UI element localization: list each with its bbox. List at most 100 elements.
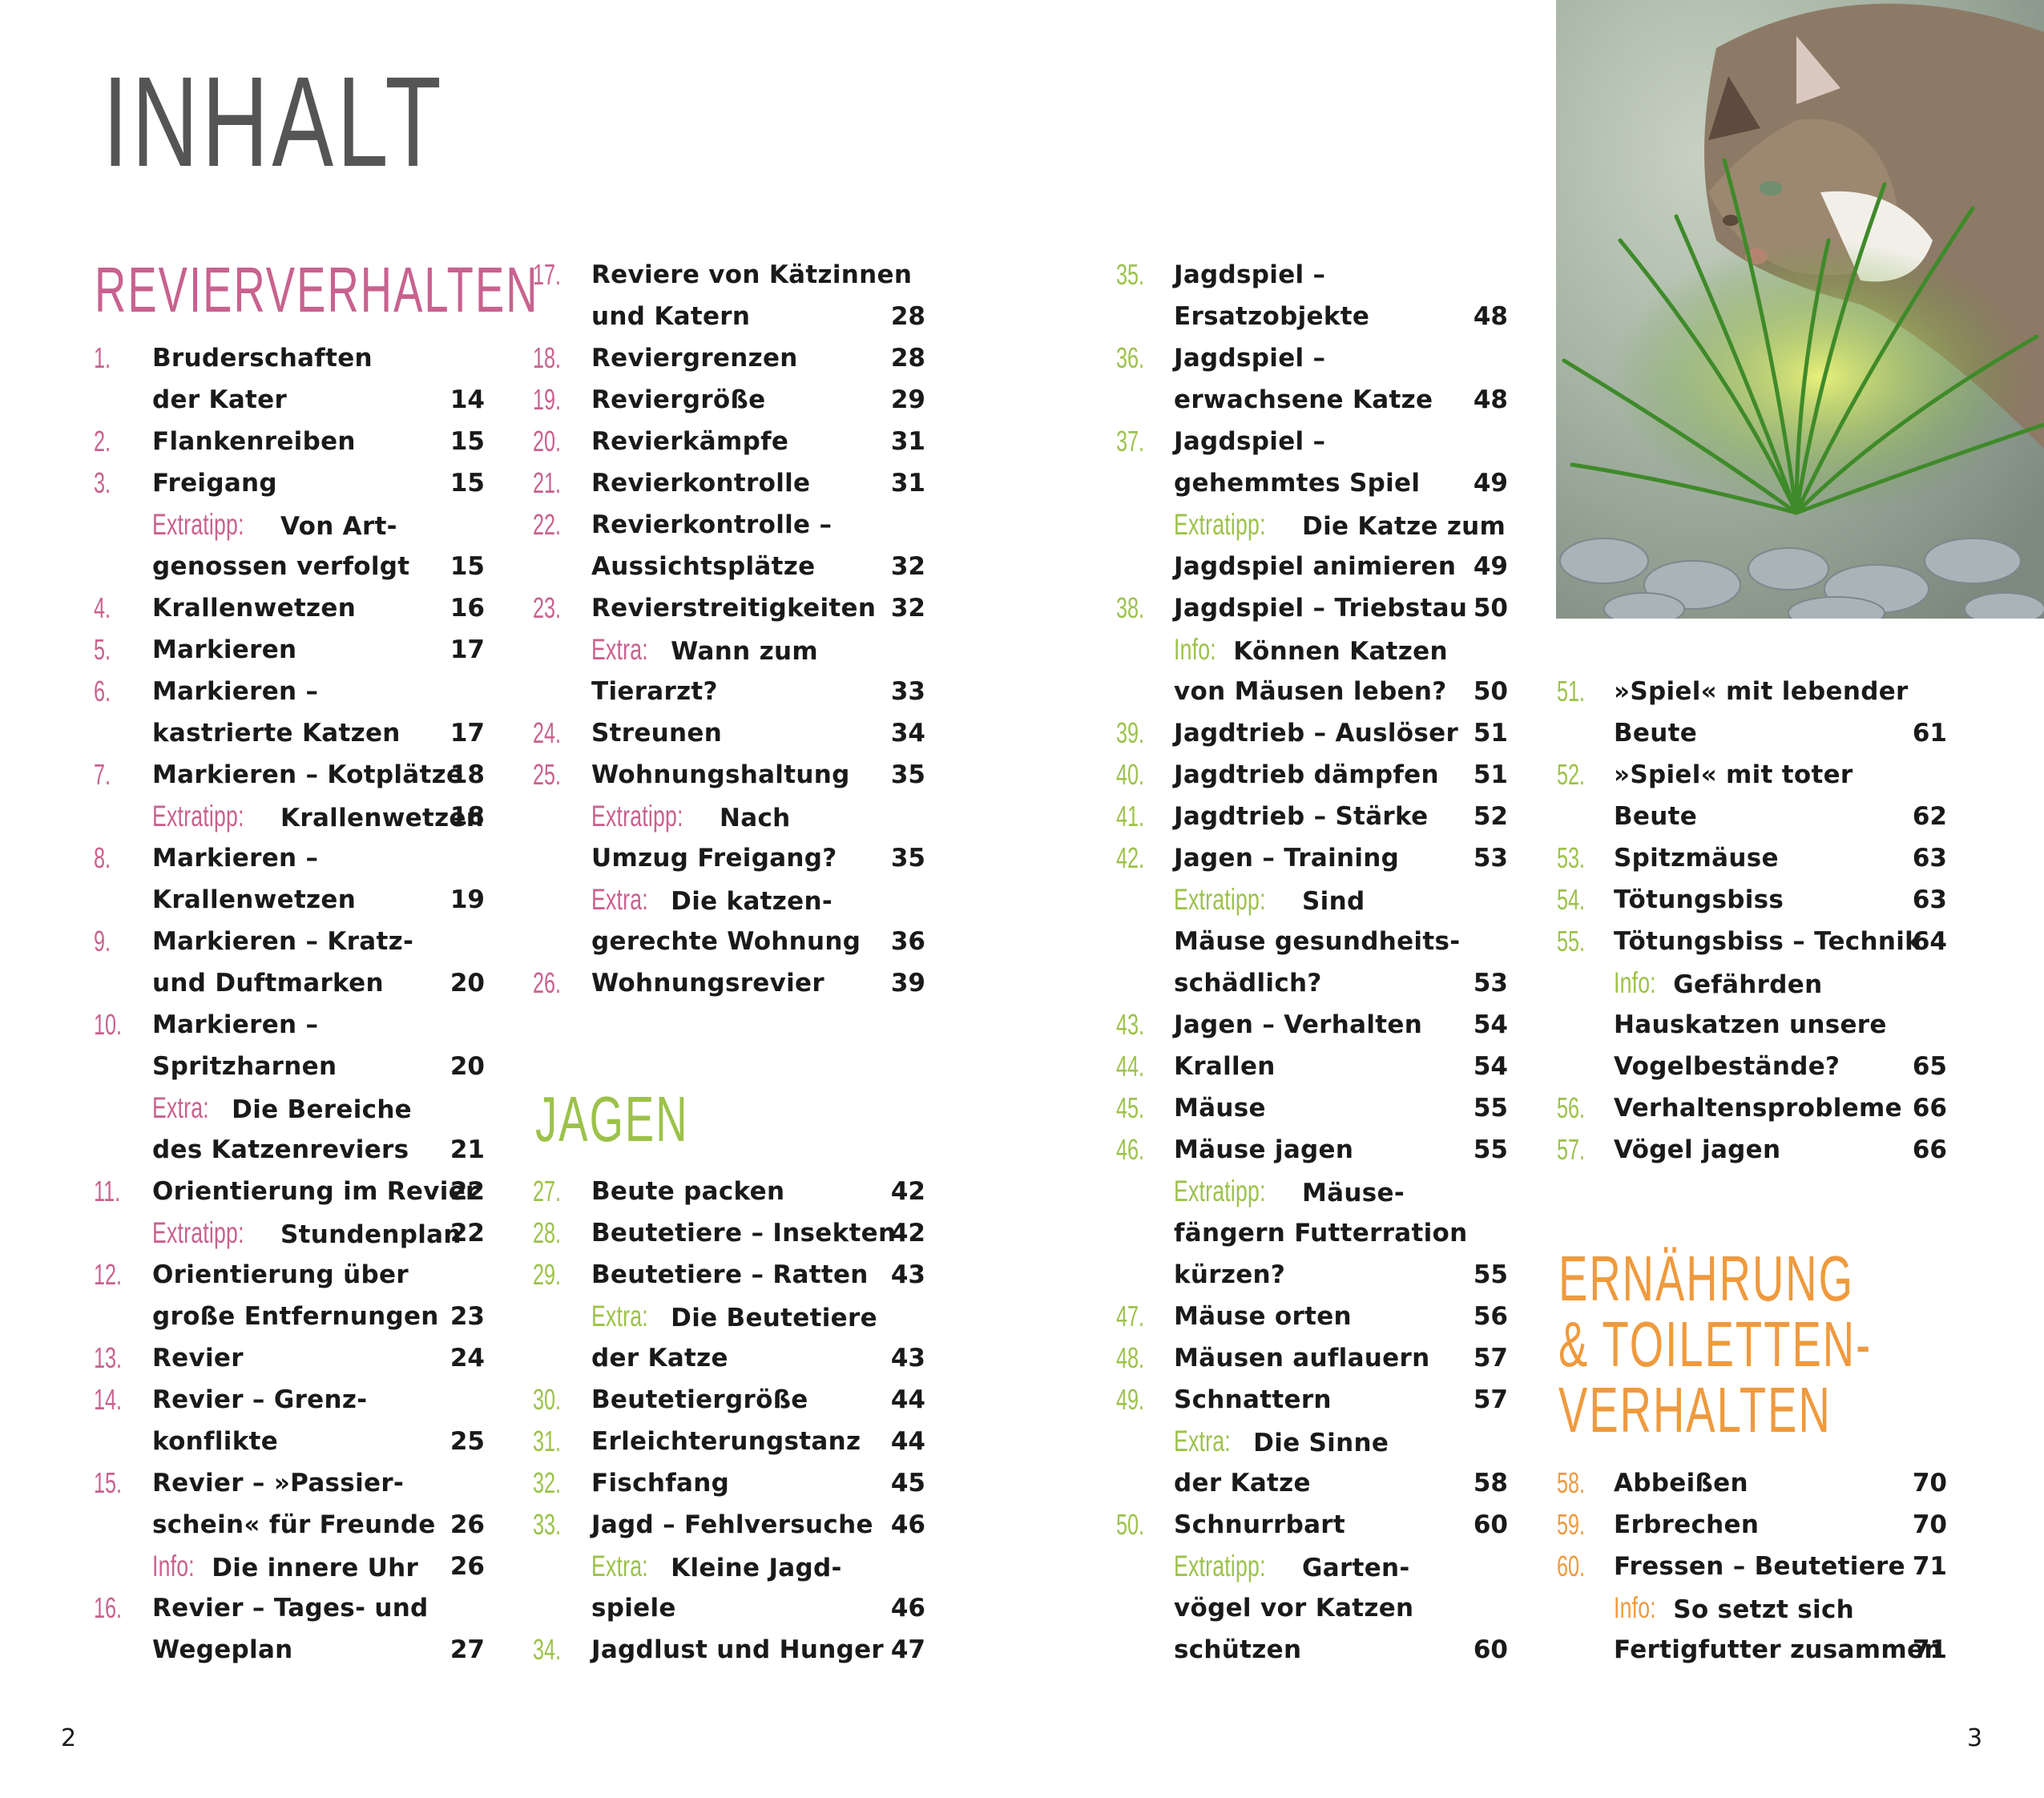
toc-entry-continuation[interactable]: Extratipp: Sind <box>1116 879 1508 921</box>
toc-entry[interactable]: 38. Jagdspiel – Triebstau 50 <box>1116 587 1508 629</box>
toc-entry-continuation[interactable]: Aussichtsplätze 32 <box>533 546 925 587</box>
toc-entry-continuation[interactable]: Extratipp: Stundenplan 22 <box>94 1212 485 1254</box>
toc-entry[interactable]: 55. Tötungsbiss – Technik 64 <box>1557 921 1947 962</box>
toc-entry[interactable]: 17. Reviere von Kätzinnen <box>533 254 925 296</box>
toc-entry-continuation[interactable]: und Katern 28 <box>533 296 925 337</box>
toc-entry-continuation[interactable]: Mäuse gesundheits- <box>1116 921 1508 962</box>
toc-entry[interactable]: 10. Markieren – <box>94 1004 485 1046</box>
toc-entry-continuation[interactable]: Spritzharnen 20 <box>94 1046 485 1087</box>
toc-entry[interactable]: 39. Jagdtrieb – Auslöser 51 <box>1116 712 1508 754</box>
toc-entry[interactable]: 35. Jagdspiel – <box>1116 254 1508 296</box>
toc-entry[interactable]: 44. Krallen 54 <box>1116 1046 1508 1087</box>
toc-entry[interactable]: 25. Wohnungshaltung 35 <box>533 754 925 796</box>
toc-entry[interactable]: 9. Markieren – Kratz- <box>94 921 485 962</box>
toc-entry[interactable]: 32. Fischfang 45 <box>533 1462 925 1504</box>
toc-entry-continuation[interactable]: schein« für Freunde 26 <box>94 1504 485 1546</box>
toc-entry[interactable]: 56. Verhaltensprobleme 66 <box>1557 1087 1947 1129</box>
toc-entry-continuation[interactable]: große Entfernungen 23 <box>94 1296 485 1337</box>
toc-entry-continuation[interactable]: erwachsene Katze 48 <box>1116 379 1508 421</box>
toc-entry-continuation[interactable]: Hauskatzen unsere <box>1557 1004 1947 1046</box>
toc-entry-continuation[interactable]: Vogelbestände? 65 <box>1557 1046 1947 1087</box>
toc-entry[interactable]: 22. Revierkontrolle – <box>533 504 925 546</box>
toc-entry-continuation[interactable]: Extra: Die Sinne <box>1116 1421 1508 1462</box>
toc-entry[interactable]: 34. Jagdlust und Hunger 47 <box>533 1629 925 1671</box>
toc-entry-continuation[interactable]: Extratipp: Garten- <box>1116 1546 1508 1587</box>
toc-entry-continuation[interactable]: vögel vor Katzen <box>1116 1587 1508 1629</box>
toc-entry-continuation[interactable]: des Katzenreviers 21 <box>94 1129 485 1171</box>
toc-entry-continuation[interactable]: spiele 46 <box>533 1587 925 1629</box>
toc-entry[interactable]: 13. Revier 24 <box>94 1337 485 1379</box>
toc-entry-continuation[interactable]: Extratipp: Mäuse- <box>1116 1171 1508 1212</box>
toc-entry-continuation[interactable]: schädlich? 53 <box>1116 962 1508 1004</box>
toc-entry-continuation[interactable]: Extratipp: Von Art- <box>94 504 485 546</box>
toc-entry[interactable]: 48. Mäusen auflauern 57 <box>1116 1337 1508 1379</box>
toc-entry[interactable]: 57. Vögel jagen 66 <box>1557 1129 1947 1171</box>
toc-entry[interactable]: 16. Revier – Tages- und <box>94 1587 485 1629</box>
toc-entry[interactable]: 43. Jagen – Verhalten 54 <box>1116 1004 1508 1046</box>
toc-entry-continuation[interactable]: Extratipp: Nach <box>533 796 925 837</box>
toc-entry-continuation[interactable]: gerechte Wohnung 36 <box>533 921 925 962</box>
toc-entry[interactable]: 1. Bruderschaften <box>94 337 485 379</box>
toc-entry-continuation[interactable]: Extra: Die Beutetiere <box>533 1296 925 1337</box>
toc-entry[interactable]: 40. Jagdtrieb dämpfen 51 <box>1116 754 1508 796</box>
toc-entry[interactable]: 54. Tötungsbiss 63 <box>1557 879 1947 921</box>
toc-entry[interactable]: 59. Erbrechen 70 <box>1557 1504 1947 1546</box>
toc-entry-continuation[interactable]: Info: So setzt sich <box>1557 1587 1947 1629</box>
toc-entry[interactable]: 36. Jagdspiel – <box>1116 337 1508 379</box>
toc-entry[interactable]: 58. Abbeißen 70 <box>1557 1462 1947 1504</box>
toc-entry[interactable]: 26. Wohnungsrevier 39 <box>533 962 925 1004</box>
toc-entry[interactable]: 33. Jagd – Fehlversuche 46 <box>533 1504 925 1546</box>
toc-entry[interactable]: 18. Reviergrenzen 28 <box>533 337 925 379</box>
toc-entry-continuation[interactable]: Jagdspiel animieren 49 <box>1116 546 1508 587</box>
toc-entry-continuation[interactable]: Umzug Freigang? 35 <box>533 837 925 879</box>
toc-entry[interactable]: 45. Mäuse 55 <box>1116 1087 1508 1129</box>
toc-entry-continuation[interactable]: Info: Die innere Uhr 26 <box>94 1546 485 1587</box>
toc-entry-continuation[interactable]: Krallenwetzen 19 <box>94 879 485 921</box>
toc-entry[interactable]: 4. Krallenwetzen 16 <box>94 587 485 629</box>
toc-entry[interactable]: 15. Revier – »Passier- <box>94 1462 485 1504</box>
toc-entry[interactable]: 12. Orientierung über <box>94 1254 485 1296</box>
toc-entry-continuation[interactable]: Extra: Wann zum <box>533 629 925 671</box>
toc-entry-continuation[interactable]: der Kater 14 <box>94 379 485 421</box>
toc-entry[interactable]: 49. Schnattern 57 <box>1116 1379 1508 1421</box>
toc-entry-continuation[interactable]: kürzen? 55 <box>1116 1254 1508 1296</box>
toc-entry-continuation[interactable]: Extra: Die Bereiche <box>94 1087 485 1129</box>
toc-entry[interactable]: 50. Schnurrbart 60 <box>1116 1504 1508 1546</box>
toc-entry[interactable]: 27. Beute packen 42 <box>533 1171 925 1212</box>
toc-entry-continuation[interactable]: Extra: Die katzen- <box>533 879 925 921</box>
toc-entry-continuation[interactable]: Extratipp: Krallenwetzen 18 <box>94 796 485 837</box>
toc-entry-continuation[interactable]: konflikte 25 <box>94 1421 485 1462</box>
toc-entry-continuation[interactable]: kastrierte Katzen 17 <box>94 712 485 754</box>
toc-entry-continuation[interactable]: Fertigfutter zusammen 71 <box>1557 1629 1947 1671</box>
toc-entry-continuation[interactable]: der Katze 58 <box>1116 1462 1508 1504</box>
toc-entry[interactable]: 24. Streunen 34 <box>533 712 925 754</box>
toc-entry[interactable]: 31. Erleichterungstanz 44 <box>533 1421 925 1462</box>
toc-entry[interactable]: 47. Mäuse orten 56 <box>1116 1296 1508 1337</box>
toc-entry[interactable]: 46. Mäuse jagen 55 <box>1116 1129 1508 1171</box>
toc-entry-continuation[interactable]: von Mäusen leben? 50 <box>1116 671 1508 712</box>
toc-entry[interactable]: 2. Flankenreiben 15 <box>94 421 485 462</box>
toc-entry[interactable]: 21. Revierkontrolle 31 <box>533 462 925 504</box>
toc-entry[interactable]: 42. Jagen – Training 53 <box>1116 837 1508 879</box>
toc-entry-continuation[interactable]: Extratipp: Die Katze zum <box>1116 504 1508 546</box>
toc-entry-continuation[interactable]: Info: Gefährden <box>1557 962 1947 1004</box>
toc-entry-continuation[interactable]: Extra: Kleine Jagd- <box>533 1546 925 1587</box>
toc-entry-continuation[interactable]: Beute 61 <box>1557 712 1947 754</box>
toc-entry[interactable]: 7. Markieren – Kotplätze 18 <box>94 754 485 796</box>
toc-entry-continuation[interactable]: gehemmtes Spiel 49 <box>1116 462 1508 504</box>
toc-entry[interactable]: 60. Fressen – Beutetiere 71 <box>1557 1546 1947 1587</box>
toc-entry-continuation[interactable]: Beute 62 <box>1557 796 1947 837</box>
toc-entry-continuation[interactable]: Wegeplan 27 <box>94 1629 485 1671</box>
toc-entry[interactable]: 37. Jagdspiel – <box>1116 421 1508 462</box>
toc-entry-continuation[interactable]: Tierarzt? 33 <box>533 671 925 712</box>
toc-entry[interactable]: 11. Orientierung im Revier 22 <box>94 1171 485 1212</box>
toc-entry-continuation[interactable]: Info: Können Katzen <box>1116 629 1508 671</box>
toc-entry[interactable]: 6. Markieren – <box>94 671 485 712</box>
toc-entry[interactable]: 20. Revierkämpfe 31 <box>533 421 925 462</box>
toc-entry[interactable]: 30. Beutetiergröße 44 <box>533 1379 925 1421</box>
toc-entry-continuation[interactable]: schützen 60 <box>1116 1629 1508 1671</box>
toc-entry-continuation[interactable]: fängern Futterration <box>1116 1212 1508 1254</box>
toc-entry-continuation[interactable]: Ersatzobjekte 48 <box>1116 296 1508 337</box>
toc-entry[interactable]: 52. »Spiel« mit toter <box>1557 754 1947 796</box>
toc-entry[interactable]: 53. Spitzmäuse 63 <box>1557 837 1947 879</box>
